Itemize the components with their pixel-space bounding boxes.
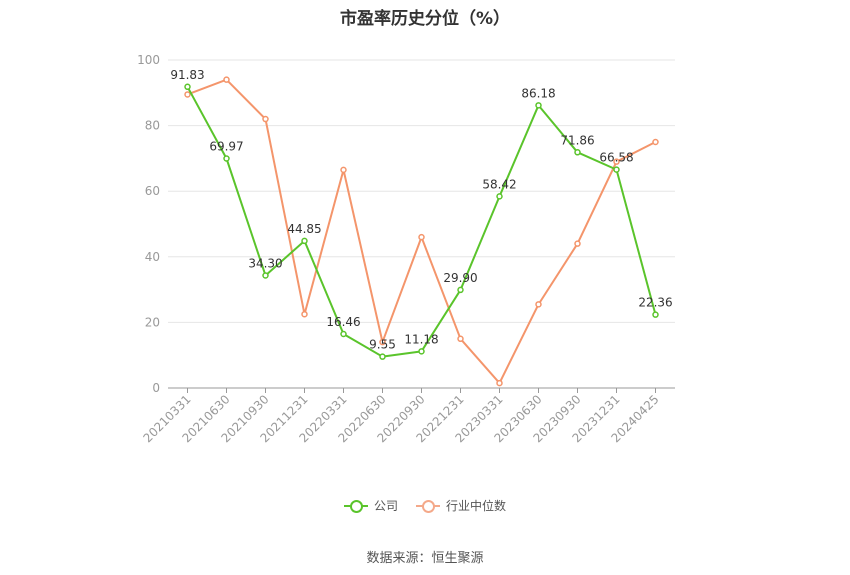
- data-labels: 91.83 69.97 34.30 44.85 16.46 9.55 11.18 29.90 5…: [170, 68, 672, 352]
- company-data-label: 9.55: [369, 338, 396, 352]
- company-data-label: 69.97: [209, 139, 243, 153]
- company-data-label: 58.42: [482, 177, 516, 191]
- company-point: [496, 193, 503, 200]
- industry-median-point: [418, 233, 425, 241]
- industry-median-point: [379, 338, 386, 346]
- company-point: [574, 149, 581, 156]
- company-point: [262, 272, 269, 279]
- company-data-label: 86.18: [521, 86, 555, 100]
- company-data-label: 34.30: [248, 256, 282, 270]
- company-data-label: 66.58: [599, 151, 633, 165]
- chart-title: 市盈率历史分位（%）: [339, 9, 511, 29]
- company-data-label: 44.85: [287, 222, 321, 236]
- y-tick-label: 100: [137, 53, 160, 67]
- industry-median-point: [262, 115, 269, 123]
- industry-median-point: [457, 335, 464, 343]
- company-point: [223, 155, 230, 162]
- industry-median-point: [301, 310, 308, 318]
- legend: 公司 行业中位数: [0, 497, 850, 514]
- company-line: [186, 86, 657, 358]
- company-point: [418, 348, 425, 355]
- company-point: [613, 166, 620, 173]
- company-data-label: 29.90: [443, 271, 477, 285]
- company-point: [340, 330, 347, 338]
- industry-median-point: [652, 138, 659, 146]
- data-source-note: 数据来源：恒生聚源: [366, 551, 484, 566]
- y-tick-label: 0: [152, 381, 160, 395]
- company-point: [457, 286, 464, 294]
- axes: 0204060801002021033120210630202109302021…: [137, 53, 675, 445]
- company-data-label: 11.18: [404, 332, 438, 346]
- industry-median-point: [613, 158, 620, 165]
- industry-median-point: [496, 379, 503, 387]
- company-point: [535, 102, 542, 109]
- industry-median-point: [574, 240, 581, 247]
- company-data-label: 71.86: [560, 133, 594, 147]
- industry-median-point: [340, 166, 347, 174]
- y-tick-label: 40: [145, 250, 160, 264]
- company-point: [301, 237, 308, 245]
- legend-company-label: 公司: [373, 499, 398, 513]
- company-data-label: 22.36: [638, 296, 672, 310]
- series: [184, 76, 659, 387]
- y-tick-label: 60: [145, 184, 160, 198]
- company-point: [184, 83, 191, 91]
- y-tick-label: 20: [145, 315, 160, 329]
- industry-median-point: [535, 301, 542, 308]
- company-point: [652, 311, 659, 318]
- y-tick-label: 80: [145, 119, 160, 133]
- legend-company-marker-icon: [343, 499, 368, 513]
- company-point: [379, 353, 386, 360]
- legend-industry-median-label: 行业中位数: [446, 499, 507, 513]
- industry-median-point: [223, 76, 230, 83]
- legend-item-company[interactable]: 公司: [343, 497, 398, 514]
- company-data-label: 91.83: [170, 68, 204, 82]
- company-data-label: 16.46: [326, 315, 360, 329]
- legend-item-industry-median[interactable]: 行业中位数: [416, 497, 506, 514]
- legend-industry-marker-icon: [416, 499, 440, 513]
- industry-median-point: [184, 91, 191, 98]
- grid-lines: [168, 59, 675, 323]
